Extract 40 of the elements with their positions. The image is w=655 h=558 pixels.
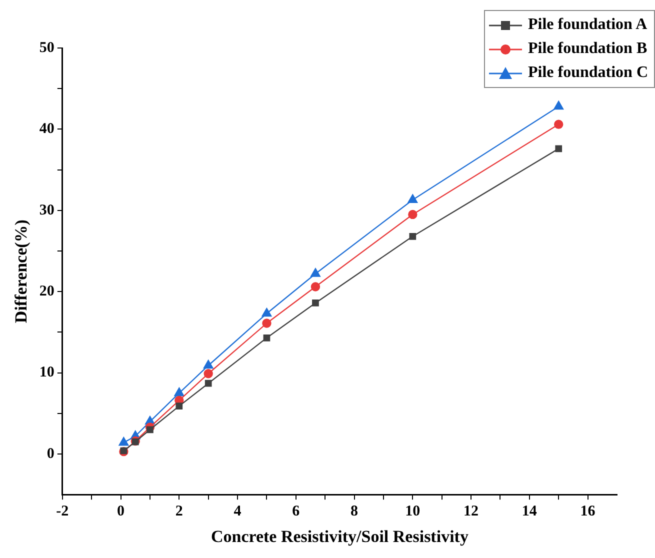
y-tick-label: 0 [46,446,54,462]
point [146,426,154,434]
point [408,210,418,220]
legend-label: Pile foundation B [528,40,648,58]
point [118,437,129,446]
x-axis-title: Concrete Resistivity/Soil Resistivity [210,527,469,546]
y-tick-label: 40 [39,121,54,138]
y-tick-label: 50 [39,40,54,56]
y-axis-title: Difference(%) [12,220,31,324]
point [310,268,320,277]
point [204,380,212,387]
point [555,145,562,152]
x-tick-label: -2 [56,503,69,520]
point [554,100,564,110]
legend-label: Pile foundation A [528,16,648,34]
point [408,194,418,203]
y-tick-label: 20 [39,283,54,300]
point [176,402,183,410]
x-tick-label: 6 [292,503,300,520]
x-tick-label: 0 [117,503,125,520]
point [263,334,270,342]
point [310,282,320,292]
x-tick-label: 12 [464,503,479,520]
x-tick-label: 4 [234,503,242,520]
point [204,369,213,378]
point [554,120,564,129]
point [312,300,319,306]
y-tick-label: 10 [39,364,54,381]
point [409,232,416,240]
y-tick-label: 30 [39,202,54,218]
x-tick-label: 2 [175,503,183,520]
point [203,360,214,369]
x-tick-label: 10 [405,503,420,520]
x-tick-label: 8 [350,503,358,520]
legend-label: Pile foundation C [528,64,648,82]
x-tick-label: 14 [522,503,538,520]
point [262,308,272,317]
x-tick-label: 16 [580,503,596,520]
point [262,318,272,328]
point [174,388,184,396]
